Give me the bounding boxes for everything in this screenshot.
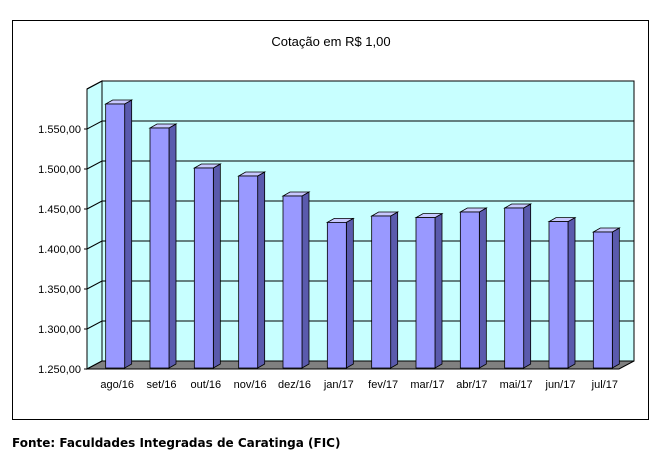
bar-out/16	[192, 163, 222, 369]
bar-side	[168, 123, 177, 369]
x-tick-label: set/16	[147, 379, 177, 391]
bar-mar/17	[414, 212, 444, 369]
x-tick-label: dez/16	[278, 379, 311, 391]
bar-side	[434, 212, 443, 369]
y-tick-label: 1.350,00	[38, 284, 81, 296]
bar-mai/17	[503, 203, 533, 369]
bar-jul/17	[591, 227, 621, 369]
plot-floor	[86, 360, 635, 370]
gridline	[86, 280, 634, 290]
bar-side	[212, 163, 221, 369]
bar-jan/17	[325, 217, 355, 369]
gridline	[86, 160, 634, 170]
bar-side	[390, 211, 399, 369]
bar-side	[523, 203, 532, 369]
bar-side	[345, 217, 354, 369]
source-note: Fonte: Faculdades Integradas de Carating…	[12, 436, 341, 450]
gridline	[86, 320, 634, 330]
x-tick-label: jun/17	[545, 379, 576, 391]
plot-side-wall	[86, 80, 103, 370]
chart-frame: Cotação em R$ 1,00 1.250,00 1.300,00 1.350…	[12, 20, 649, 420]
x-tick-label: mai/17	[500, 379, 533, 391]
x-tick-label: out/16	[191, 379, 222, 391]
bar-front	[504, 207, 525, 369]
bar-front	[105, 103, 126, 369]
y-tick-label: 1.400,00	[38, 244, 81, 256]
bar-front	[282, 195, 303, 369]
x-tick-label: jul/17	[591, 379, 618, 391]
x-tick-label: jan/17	[323, 379, 354, 391]
bar-side	[301, 191, 310, 369]
x-tick-label: abr/17	[456, 379, 487, 391]
y-tick-label: 1.250,00	[38, 364, 81, 376]
bar-fev/17	[370, 211, 400, 369]
y-tick-label: 1.500,00	[38, 164, 81, 176]
bar-chart: Cotação em R$ 1,00 1.250,00 1.300,00 1.350…	[38, 34, 635, 391]
y-tick-label: 1.450,00	[38, 204, 81, 216]
y-tick-label: 1.550,00	[38, 124, 81, 136]
gridline	[86, 80, 634, 90]
bar-side	[567, 216, 576, 369]
bar-jun/17	[547, 216, 577, 369]
gridline	[86, 200, 634, 210]
bar-front	[371, 215, 392, 369]
bar-front	[149, 127, 170, 369]
gridline	[86, 120, 634, 130]
x-tick-label: mar/17	[410, 379, 444, 391]
bar-side	[124, 99, 133, 369]
bar-side	[611, 227, 620, 369]
bar-front	[415, 217, 436, 369]
bar-front	[326, 221, 347, 369]
bar-front	[459, 211, 480, 369]
bar-front	[548, 221, 569, 369]
plot-back-wall	[101, 80, 635, 362]
bar-set/16	[148, 123, 178, 369]
bar-ago/16	[104, 99, 134, 369]
x-tick-label: nov/16	[234, 379, 267, 391]
x-tick-label: ago/16	[100, 379, 134, 391]
chart-title: Cotação em R$ 1,00	[271, 34, 390, 49]
bar-side	[478, 207, 487, 369]
gridline	[86, 240, 634, 250]
bar-side	[257, 171, 266, 369]
x-tick-label: fev/17	[368, 379, 398, 391]
bar-abr/17	[458, 207, 488, 369]
bar-dez/16	[281, 191, 311, 369]
bar-front	[592, 231, 613, 369]
y-tick-label: 1.300,00	[38, 324, 81, 336]
plot-area: 1.250,00 1.300,00 1.350,00 1.400,00 1.450,00…	[38, 80, 635, 391]
bar-front	[238, 175, 259, 369]
bar-nov/16	[237, 171, 267, 369]
bar-front	[193, 167, 214, 369]
